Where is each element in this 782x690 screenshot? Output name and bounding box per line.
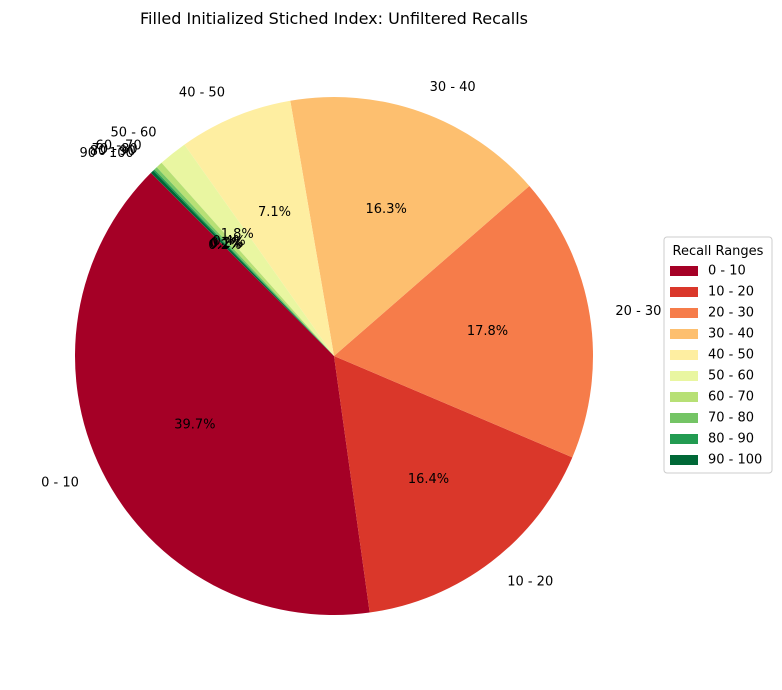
legend-label-90-to-100: 90 - 100 <box>708 453 762 468</box>
percent-label-40-to-50: 7.1% <box>258 205 291 220</box>
percent-label-90-to-100: 0.2% <box>208 238 241 253</box>
pie-slice-0-to-10 <box>75 172 370 615</box>
percent-label-70-to-80: 0.2% <box>210 236 243 251</box>
pie-slice-50-to-60 <box>161 144 334 356</box>
slice-label-30-to-40: 30 - 40 <box>430 80 476 95</box>
legend-label-60-to-70: 60 - 70 <box>708 390 754 405</box>
pie-slice-30-to-40 <box>290 96 530 356</box>
slice-label-80-to-90: 80 - 90 <box>90 144 136 159</box>
pie-slice-70-to-80 <box>154 167 334 356</box>
pie-slice-10-to-20 <box>334 356 573 613</box>
pie-slice-80-to-90 <box>153 169 334 356</box>
slice-label-20-to-30: 20 - 30 <box>615 304 661 319</box>
slice-label-60-to-70: 60 - 70 <box>96 138 142 153</box>
slice-label-70-to-80: 70 - 80 <box>92 142 138 157</box>
legend-label-20-to-30: 20 - 30 <box>708 306 754 321</box>
slice-label-50-to-60: 50 - 60 <box>111 126 157 141</box>
legend-swatch-0-to-10 <box>670 266 698 276</box>
legend-swatch-50-to-60 <box>670 371 698 381</box>
legend-label-40-to-50: 40 - 50 <box>708 348 754 363</box>
legend-swatch-10-to-20 <box>670 287 698 297</box>
pie-slice-90-to-100 <box>150 170 334 356</box>
legend-title: Recall Ranges <box>673 244 764 259</box>
legend-swatch-40-to-50 <box>670 350 698 360</box>
legend-label-70-to-80: 70 - 80 <box>708 411 754 426</box>
legend-swatch-70-to-80 <box>670 413 698 423</box>
legend-swatch-60-to-70 <box>670 392 698 402</box>
percent-label-20-to-30: 17.8% <box>467 324 508 339</box>
category-labels: 0 - 10 10 - 20 20 - 30 30 - 40 40 - 50 50 - 6… <box>41 80 661 590</box>
pie-slice-60-to-70 <box>156 162 334 356</box>
legend-label-80-to-90: 80 - 90 <box>708 432 754 447</box>
legend-label-0-to-10: 0 - 10 <box>708 264 746 279</box>
legend-swatch-80-to-90 <box>670 434 698 444</box>
slice-label-10-to-20: 10 - 20 <box>507 575 553 590</box>
legend: Recall Ranges 0 - 10 10 - 20 20 - 30 30 - 4… <box>663 236 773 474</box>
percent-label-0-to-10: 39.7% <box>174 418 215 433</box>
legend-swatch-90-to-100 <box>670 455 698 465</box>
legend-label-30-to-40: 30 - 40 <box>708 327 754 342</box>
legend-swatch-30-to-40 <box>670 329 698 339</box>
legend-label-50-to-60: 50 - 60 <box>708 369 754 384</box>
slice-label-90-to-100: 90 - 100 <box>80 146 134 161</box>
percent-label-30-to-40: 16.3% <box>366 202 407 217</box>
slice-label-40-to-50: 40 - 50 <box>179 85 225 100</box>
chart-title: Filled Initialized Stiched Index: Unfilt… <box>140 9 528 28</box>
percent-label-60-to-70: 0.4% <box>213 234 246 249</box>
pie-slice-20-to-30 <box>334 185 593 458</box>
pie-slices <box>75 96 593 615</box>
percent-labels: 39.7% 16.4% 17.8% 16.3% 7.1% 1.8%0.4%0.2%0.1%… <box>174 202 508 487</box>
percent-label-10-to-20: 16.4% <box>408 472 449 487</box>
percent-label-80-to-90: 0.1% <box>209 237 242 252</box>
percent-label-50-to-60: 1.8% <box>221 227 254 242</box>
legend-swatch-20-to-30 <box>670 308 698 318</box>
pie-slice-40-to-50 <box>184 100 334 356</box>
legend-label-10-to-20: 10 - 20 <box>708 285 754 300</box>
slice-label-0-to-10: 0 - 10 <box>41 475 79 490</box>
